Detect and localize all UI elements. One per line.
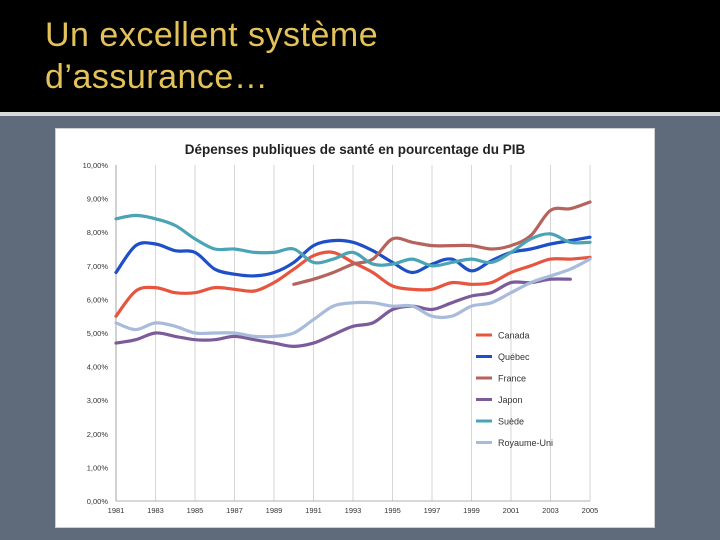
y-tick-label-10: 10,00% — [83, 161, 109, 170]
x-tick-label-1987: 1987 — [226, 506, 243, 515]
x-tick-label-1991: 1991 — [305, 506, 322, 515]
x-tick-label-1985: 1985 — [187, 506, 204, 515]
legend-label-royaume-uni: Royaume-Uni — [498, 438, 553, 448]
y-tick-label-3: 3,00% — [87, 396, 109, 405]
series-line-royaume-uni — [114, 257, 592, 339]
x-tick-label-2001: 2001 — [503, 506, 520, 515]
x-tick-label-2005: 2005 — [582, 506, 599, 515]
slide-title: Un excellent système d’assurance… — [45, 14, 685, 98]
y-tick-label-1: 1,00% — [87, 463, 109, 472]
x-tick-label-1993: 1993 — [345, 506, 362, 515]
series-line-canada — [114, 250, 592, 318]
series-line-suede — [114, 213, 592, 268]
legend-label-canada: Canada — [498, 331, 530, 341]
y-tick-label-2: 2,00% — [87, 430, 109, 439]
line-chart: Dépenses publiques de santé en pourcenta… — [83, 142, 599, 515]
y-tick-label-6: 6,00% — [87, 295, 109, 304]
x-tick-label-1995: 1995 — [384, 506, 401, 515]
y-tick-label-9: 9,00% — [87, 195, 109, 204]
x-tick-label-2003: 2003 — [542, 506, 559, 515]
x-tick-label-1999: 1999 — [463, 506, 480, 515]
x-tick-label-1983: 1983 — [147, 506, 164, 515]
series-line-france — [292, 200, 592, 286]
y-tick-label-0: 0,00% — [87, 497, 109, 506]
legend-label-suede: Suède — [498, 417, 524, 427]
slide-title-line2: d’assurance… — [45, 58, 269, 96]
chart-axes: 1981 1983 1985 1987 1989 1991 1993 1995 1997 1999… — [83, 161, 599, 515]
chart-series — [114, 200, 592, 348]
header-divider — [0, 112, 720, 116]
y-tick-label-8: 8,00% — [87, 228, 109, 237]
chart-title: Dépenses publiques de santé en pourcenta… — [185, 142, 526, 157]
chart-gridlines — [115, 165, 591, 501]
y-tick-label-5: 5,00% — [87, 329, 109, 338]
x-tick-label-1997: 1997 — [424, 506, 441, 515]
x-tick-label-1989: 1989 — [266, 506, 283, 515]
y-tick-label-7: 7,00% — [87, 262, 109, 271]
slide-header: Un excellent système d’assurance… — [0, 0, 720, 112]
slide-title-line1: Un excellent système — [45, 16, 379, 54]
chart-panel: Dépenses publiques de santé en pourcenta… — [55, 128, 655, 528]
x-tick-label-1981: 1981 — [108, 506, 125, 515]
legend-label-quebec: Québec — [498, 352, 530, 362]
chart-legend: Canada Québec France Japon Suède Royaume-Uni — [476, 331, 553, 448]
legend-label-japon: Japon — [498, 395, 523, 405]
legend-label-france: France — [498, 374, 526, 384]
y-tick-label-4: 4,00% — [87, 363, 109, 372]
series-line-japon — [114, 277, 572, 348]
